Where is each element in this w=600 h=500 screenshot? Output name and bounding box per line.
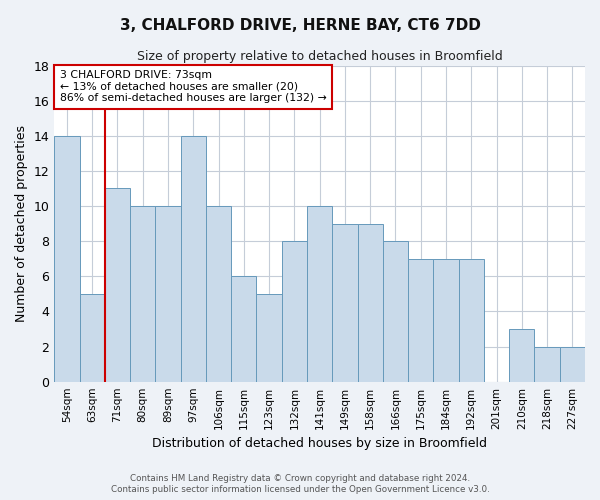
Bar: [408, 258, 433, 382]
Bar: [155, 206, 181, 382]
Text: 3, CHALFORD DRIVE, HERNE BAY, CT6 7DD: 3, CHALFORD DRIVE, HERNE BAY, CT6 7DD: [119, 18, 481, 32]
Bar: [181, 136, 206, 382]
Bar: [206, 206, 231, 382]
Bar: [358, 224, 383, 382]
Bar: [458, 258, 484, 382]
Y-axis label: Number of detached properties: Number of detached properties: [15, 125, 28, 322]
Bar: [383, 241, 408, 382]
Text: 3 CHALFORD DRIVE: 73sqm
← 13% of detached houses are smaller (20)
86% of semi-de: 3 CHALFORD DRIVE: 73sqm ← 13% of detache…: [59, 70, 326, 104]
Title: Size of property relative to detached houses in Broomfield: Size of property relative to detached ho…: [137, 50, 503, 63]
Bar: [433, 258, 458, 382]
Bar: [282, 241, 307, 382]
Bar: [130, 206, 155, 382]
Bar: [560, 346, 585, 382]
Bar: [54, 136, 80, 382]
Bar: [231, 276, 256, 382]
Bar: [105, 188, 130, 382]
X-axis label: Distribution of detached houses by size in Broomfield: Distribution of detached houses by size …: [152, 437, 487, 450]
Bar: [80, 294, 105, 382]
Bar: [535, 346, 560, 382]
Text: Contains HM Land Registry data © Crown copyright and database right 2024.
Contai: Contains HM Land Registry data © Crown c…: [110, 474, 490, 494]
Bar: [307, 206, 332, 382]
Bar: [256, 294, 282, 382]
Bar: [509, 329, 535, 382]
Bar: [332, 224, 358, 382]
